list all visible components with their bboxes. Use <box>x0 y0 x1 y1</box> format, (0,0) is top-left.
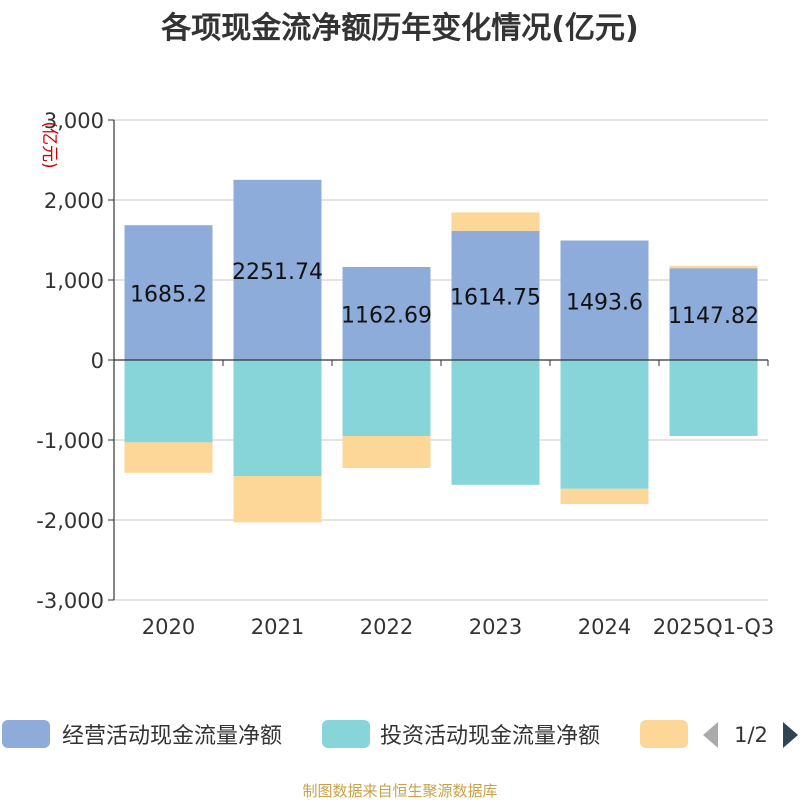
y-tick-label: 1,000 <box>44 269 104 293</box>
bar-series1-2021 <box>233 179 322 360</box>
x-tick-label: 2021 <box>251 615 304 639</box>
data-label: 1147.82 <box>668 304 759 329</box>
bar-series1-2023 <box>451 230 540 360</box>
bar-series3-2023 <box>451 212 540 231</box>
chart-title: 各项现金流净额历年变化情况(亿元) <box>160 11 638 46</box>
bar-series3-2021 <box>233 476 322 523</box>
bar-series2-2022 <box>342 360 431 436</box>
y-tick-label: -2,000 <box>36 509 104 533</box>
bar-series1-2022 <box>342 266 431 360</box>
legend-prev-icon[interactable] <box>703 722 718 748</box>
bar-series2-2020 <box>124 360 213 443</box>
bar-series2-2023 <box>451 360 540 485</box>
bar-series1-2020 <box>124 225 213 360</box>
x-tick-label: 2024 <box>578 615 631 639</box>
bar-series1-2025Q1-Q3 <box>669 268 758 360</box>
data-label: 1493.6 <box>566 290 643 315</box>
y-tick-label: 0 <box>91 349 104 373</box>
y-tick-label: 2,000 <box>44 189 104 213</box>
data-label: 2251.74 <box>232 260 323 285</box>
legend-swatch <box>2 720 50 748</box>
data-label: 1685.2 <box>130 283 207 308</box>
x-tick-label: 2025Q1-Q3 <box>653 615 775 639</box>
legend-page-indicator: 1/2 <box>734 723 768 747</box>
legend-label: 投资活动现金流量净额 <box>380 724 600 749</box>
x-tick-label: 2020 <box>142 615 195 639</box>
bar-series2-2024 <box>560 360 649 489</box>
bar-series3-2020 <box>124 442 213 473</box>
y-tick-label: 3,000 <box>44 109 104 133</box>
x-tick-label: 2023 <box>469 615 522 639</box>
legend-next-icon[interactable] <box>783 722 798 748</box>
y-tick-label: -3,000 <box>36 589 104 613</box>
data-label: 1162.69 <box>341 303 432 328</box>
data-label: 1614.75 <box>450 285 541 310</box>
x-tick-label: 2022 <box>360 615 413 639</box>
y-axis-unit-label: (亿元) <box>39 121 59 168</box>
legend-swatch <box>322 720 370 748</box>
bar-series3-2025Q1-Q3 <box>669 265 758 269</box>
y-tick-label: -1,000 <box>36 429 104 453</box>
bar-series3-2022 <box>342 436 431 468</box>
bar-series2-2021 <box>233 360 322 476</box>
source-note: 制图数据来自恒生聚源数据库 <box>302 782 497 800</box>
bar-series1-2024 <box>560 240 649 360</box>
legend-swatch <box>640 720 688 748</box>
bar-series3-2024 <box>560 488 649 504</box>
bar-series2-2025Q1-Q3 <box>669 360 758 436</box>
legend-label: 经营活动现金流量净额 <box>62 724 282 749</box>
